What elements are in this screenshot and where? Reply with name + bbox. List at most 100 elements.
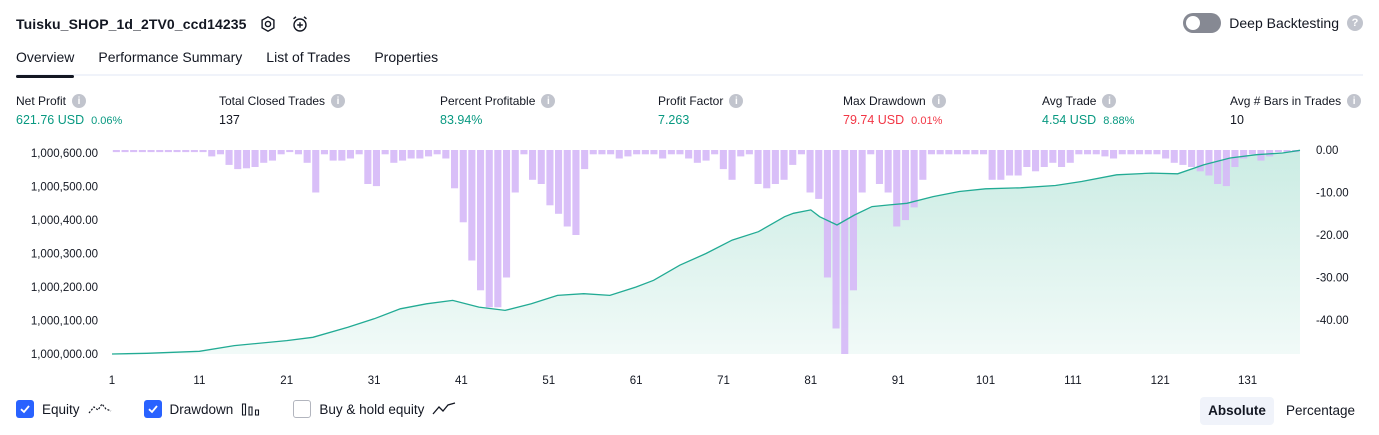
metric-value: 10: [1230, 113, 1244, 127]
deep-backtesting-toggle[interactable]: [1183, 13, 1222, 33]
metric-label: Percent Profitable: [440, 94, 536, 108]
percentage-button[interactable]: Percentage: [1285, 403, 1355, 418]
metric-percent: 0.06%: [91, 115, 123, 127]
drawdown-bar: [849, 150, 857, 291]
chart-legend: Equity Drawdown Buy & hold equity: [16, 400, 488, 418]
equity-checkbox[interactable]: [16, 400, 34, 418]
drawdown-bar: [1214, 150, 1222, 184]
drawdown-bar: [685, 150, 693, 159]
drawdown-bar: [1127, 150, 1135, 155]
drawdown-bar: [589, 150, 597, 155]
metric-value: 621.76 USD: [16, 113, 85, 127]
drawdown-bar: [442, 150, 450, 159]
help-icon[interactable]: ?: [1347, 15, 1363, 31]
drawdown-bar: [659, 150, 667, 159]
drawdown-bar: [927, 150, 935, 155]
drawdown-bar: [477, 150, 485, 291]
info-icon[interactable]: i: [1347, 94, 1362, 108]
tab-list-of-trades[interactable]: List of Trades: [266, 49, 351, 65]
drawdown-bar: [1075, 150, 1083, 155]
y-left-tick-label: 1,000,300.00: [31, 249, 98, 261]
drawdown-bar: [641, 150, 649, 155]
drawdown-bar: [1248, 150, 1256, 155]
drawdown-bar: [381, 150, 389, 155]
drawdown-bar: [1066, 150, 1074, 163]
drawdown-bar: [529, 150, 537, 180]
drawdown-bar: [650, 150, 658, 155]
drawdown-bar: [520, 150, 528, 155]
drawdown-bar: [945, 150, 953, 155]
metrics-row: Net Profit i 621.76 USD 0.06% Total Closed…: [0, 93, 1379, 133]
drawdown-bar: [1231, 150, 1239, 167]
drawdown-bar: [1240, 150, 1248, 159]
drawdown-bar: [1023, 150, 1031, 167]
x-tick-label: 121: [1151, 375, 1170, 387]
legend-drawdown[interactable]: Drawdown: [143, 400, 262, 418]
drawdown-bar: [980, 150, 988, 155]
drawdown-bar: [147, 150, 155, 153]
drawdown-bar: [537, 150, 545, 184]
x-tick-label: 61: [630, 375, 643, 387]
drawdown-bar: [251, 150, 259, 167]
alarm-clock-plus-icon[interactable]: [289, 13, 311, 35]
info-icon[interactable]: i: [1102, 94, 1117, 108]
drawdown-bar: [451, 150, 459, 189]
drawdown-bar: [121, 150, 129, 153]
tab-overview[interactable]: Overview: [16, 46, 75, 78]
drawdown-bar: [1162, 150, 1170, 159]
drawdown-bar: [745, 150, 753, 155]
gear-icon[interactable]: [257, 13, 279, 35]
drawdown-bar: [841, 150, 849, 354]
drawdown-bar: [459, 150, 467, 223]
legend-buy-hold[interactable]: Buy & hold equity: [293, 400, 456, 418]
drawdown-bar: [901, 150, 909, 221]
drawdown-bar: [953, 150, 961, 155]
drawdown-bar: [1136, 150, 1144, 155]
drawdown-bar: [433, 150, 441, 155]
metric-label: Total Closed Trades: [219, 94, 326, 108]
drawdown-bar: [572, 150, 580, 235]
metric-total-closed-trades: Total Closed Trades i 137: [219, 93, 346, 127]
drawdown-bar: [277, 150, 285, 155]
y-right-tick-label: -40.00: [1316, 315, 1349, 327]
drawdown-bar: [320, 150, 328, 155]
display-mode-switch: Absolute Percentage: [1200, 397, 1363, 425]
absolute-button[interactable]: Absolute: [1200, 397, 1274, 425]
info-icon[interactable]: i: [931, 94, 946, 108]
drawdown-bar: [173, 150, 181, 153]
deep-backtesting-label: Deep Backtesting: [1229, 15, 1339, 31]
drawdown-bar: [242, 150, 250, 169]
y-left-tick-label: 1,000,500.00: [31, 182, 98, 194]
drawdown-bar: [728, 150, 736, 180]
drawdown-bar: [234, 150, 242, 170]
drawdown-bar: [190, 150, 198, 153]
tab-performance-summary[interactable]: Performance Summary: [98, 49, 243, 65]
drawdown-bar: [225, 150, 233, 165]
drawdown-bar: [581, 150, 589, 170]
info-icon[interactable]: i: [72, 94, 87, 108]
info-icon[interactable]: i: [331, 94, 346, 108]
metric-avg-trade: Avg Trade i 4.54 USD 8.88%: [1042, 93, 1134, 127]
drawdown-bar: [1032, 150, 1040, 172]
drawdown-bar: [797, 150, 805, 155]
metric-value: 83.94%: [440, 113, 483, 127]
x-tick-label: 71: [717, 375, 730, 387]
equity-area: [112, 150, 1300, 354]
drawdown-bar: [806, 150, 814, 193]
buy-hold-checkbox[interactable]: [293, 400, 312, 418]
drawdown-bar: [364, 150, 372, 184]
info-icon[interactable]: i: [541, 94, 556, 108]
drawdown-bar: [1283, 150, 1291, 153]
y-left-tick-label: 1,000,100.00: [31, 316, 98, 328]
drawdown-bar: [390, 150, 398, 163]
info-icon[interactable]: i: [729, 94, 744, 108]
legend-equity[interactable]: Equity: [16, 400, 112, 418]
drawdown-bar: [711, 150, 719, 155]
drawdown-bar: [771, 150, 779, 184]
drawdown-bar: [164, 150, 172, 153]
metric-percent-profitable: Percent Profitable i 83.94%: [440, 93, 556, 127]
drawdown-checkbox[interactable]: [143, 400, 162, 418]
equity-drawdown-chart[interactable]: 1,000,000.00 1,000,100.00 1,000,200.00 1,00…: [0, 140, 1379, 395]
tab-properties[interactable]: Properties: [374, 49, 439, 65]
drawdown-bar: [910, 150, 918, 208]
